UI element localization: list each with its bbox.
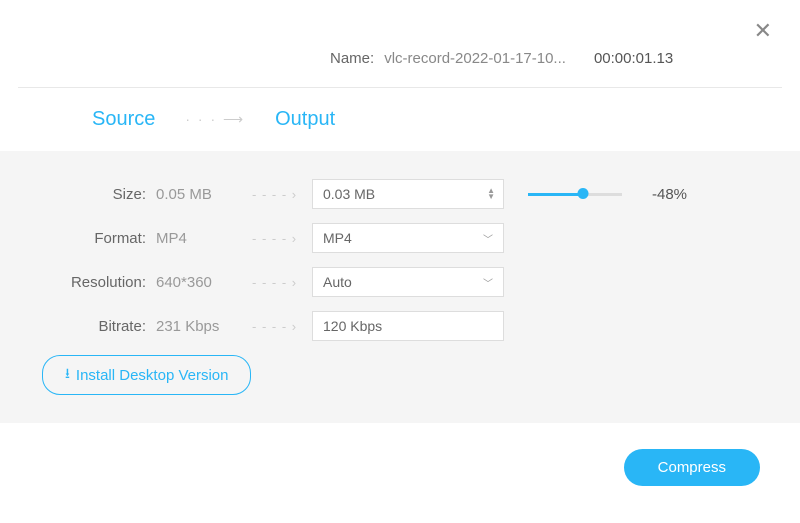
sep-icon: - - - - › bbox=[252, 319, 312, 334]
slider-thumb[interactable] bbox=[577, 188, 588, 199]
resolution-row: Resolution: 640*360 - - - - › Auto ﹀ bbox=[22, 267, 778, 297]
bitrate-row: Bitrate: 231 Kbps - - - - › 120 Kbps bbox=[22, 311, 778, 341]
size-source: 0.05 MB bbox=[152, 186, 252, 203]
resolution-label: Resolution: bbox=[22, 274, 152, 291]
stepper-icon[interactable]: ▲▼ bbox=[487, 188, 495, 200]
arrow-icon: · · · ⟶ bbox=[185, 111, 245, 128]
format-output-value: MP4 bbox=[323, 230, 352, 246]
chevron-down-icon: ﹀ bbox=[483, 231, 493, 246]
resolution-output-value: Auto bbox=[323, 274, 352, 290]
size-slider-wrap: -48% bbox=[528, 186, 687, 203]
sep-icon: - - - - › bbox=[252, 187, 312, 202]
close-icon[interactable]: ✕ bbox=[754, 18, 772, 44]
format-select[interactable]: MP4 ﹀ bbox=[312, 223, 504, 253]
compression-percent: -48% bbox=[652, 186, 687, 203]
source-heading: Source bbox=[92, 108, 155, 131]
bitrate-output-value: 120 Kbps bbox=[323, 318, 382, 334]
install-desktop-button[interactable]: ⭳ Install Desktop Version bbox=[42, 355, 251, 395]
columns-header: Source · · · ⟶ Output bbox=[0, 88, 800, 151]
sep-icon: - - - - › bbox=[252, 231, 312, 246]
settings-panel: Size: 0.05 MB - - - - › 0.03 MB ▲▼ -48% … bbox=[0, 151, 800, 423]
duration: 00:00:01.13 bbox=[594, 50, 673, 67]
slider-fill bbox=[528, 193, 583, 196]
chevron-down-icon: ﹀ bbox=[483, 275, 493, 290]
file-header: Name: vlc-record-2022-01-17-10... 00:00:… bbox=[0, 0, 800, 87]
download-icon: ⭳ bbox=[65, 363, 70, 387]
compress-button[interactable]: Compress bbox=[624, 449, 760, 486]
sep-icon: - - - - › bbox=[252, 275, 312, 290]
bitrate-source: 231 Kbps bbox=[152, 318, 252, 335]
size-stepper[interactable]: 0.03 MB ▲▼ bbox=[312, 179, 504, 209]
footer: Compress bbox=[0, 423, 800, 486]
size-output-value: 0.03 MB bbox=[323, 186, 375, 202]
format-label: Format: bbox=[22, 230, 152, 247]
size-slider[interactable] bbox=[528, 192, 622, 196]
bitrate-input[interactable]: 120 Kbps bbox=[312, 311, 504, 341]
resolution-source: 640*360 bbox=[152, 274, 252, 291]
format-row: Format: MP4 - - - - › MP4 ﹀ bbox=[22, 223, 778, 253]
format-source: MP4 bbox=[152, 230, 252, 247]
bitrate-label: Bitrate: bbox=[22, 318, 152, 335]
resolution-select[interactable]: Auto ﹀ bbox=[312, 267, 504, 297]
size-row: Size: 0.05 MB - - - - › 0.03 MB ▲▼ -48% bbox=[22, 179, 778, 209]
output-heading: Output bbox=[275, 108, 335, 131]
size-label: Size: bbox=[22, 186, 152, 203]
name-label: Name: bbox=[330, 50, 374, 67]
filename: vlc-record-2022-01-17-10... bbox=[384, 50, 566, 67]
install-desktop-label: Install Desktop Version bbox=[76, 367, 229, 384]
